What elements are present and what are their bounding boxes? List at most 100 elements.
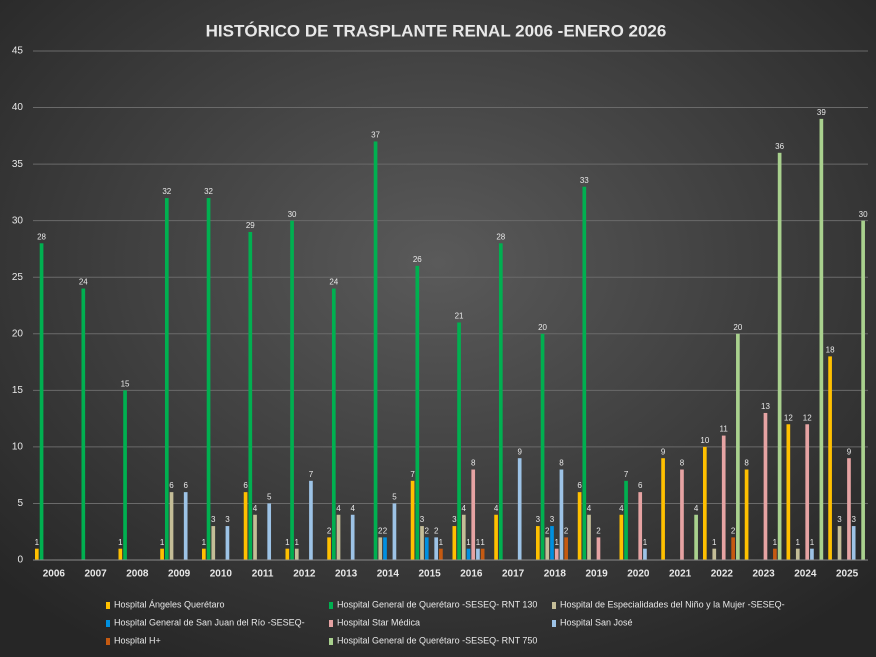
y-tick-label: 15: [12, 385, 24, 396]
legend-swatch: [106, 620, 110, 627]
legend-label: Hospital H+: [114, 635, 161, 645]
value-label: 9: [847, 447, 852, 456]
x-tick-label: 2024: [794, 569, 817, 580]
value-label: 1: [295, 538, 300, 547]
value-label: 1: [160, 538, 165, 547]
value-label: 2: [383, 526, 388, 535]
value-label: 24: [79, 278, 88, 287]
bar: [39, 243, 44, 561]
value-label: 3: [225, 515, 230, 524]
value-label: 2: [596, 526, 601, 535]
bar: [828, 356, 832, 560]
x-tick-label: 2015: [419, 569, 442, 580]
value-label: 32: [162, 187, 171, 196]
x-tick-label: 2007: [85, 569, 108, 580]
value-label: 2: [327, 526, 332, 535]
x-tick-label: 2017: [502, 569, 525, 580]
value-label: 1: [773, 538, 778, 547]
value-label: 2: [425, 526, 430, 535]
value-label: 9: [517, 447, 522, 456]
bar: [619, 514, 624, 560]
bar: [736, 333, 740, 560]
bar: [202, 548, 206, 560]
bar: [554, 548, 559, 560]
legend-swatch: [329, 620, 333, 627]
value-label: 7: [410, 470, 415, 479]
bar: [494, 514, 498, 560]
value-label: 1: [810, 538, 815, 547]
value-label: 4: [462, 504, 467, 513]
value-label: 20: [538, 323, 547, 332]
x-tick-label: 2020: [627, 569, 650, 580]
value-label: 8: [471, 459, 476, 468]
x-tick-label: 2008: [126, 569, 149, 580]
value-label: 4: [350, 504, 355, 513]
x-tick-label: 2009: [168, 569, 191, 580]
bar: [777, 152, 782, 561]
bar: [786, 424, 791, 560]
bar: [267, 503, 272, 560]
bar: [285, 548, 290, 560]
value-label: 29: [246, 221, 255, 230]
bar: [35, 548, 39, 560]
bar: [540, 333, 545, 560]
value-label: 8: [744, 459, 749, 468]
bar: [383, 537, 387, 560]
value-label: 1: [35, 538, 40, 547]
bar: [773, 548, 777, 560]
value-label: 1: [480, 538, 485, 547]
value-label: 1: [476, 538, 481, 547]
value-label: 8: [680, 459, 685, 468]
bar: [373, 141, 378, 560]
bar: [434, 537, 439, 560]
value-label: 20: [733, 323, 742, 332]
bar: [847, 458, 851, 560]
value-label: 33: [580, 176, 589, 185]
x-tick-label: 2012: [293, 569, 316, 580]
x-tick-label: 2023: [753, 569, 776, 580]
value-label: 1: [643, 538, 648, 547]
value-label: 4: [336, 504, 341, 513]
value-label: 13: [761, 402, 770, 411]
x-tick-label: 2011: [252, 569, 274, 580]
bar: [253, 514, 257, 560]
bar: [638, 492, 643, 560]
legend-label: Hospital Ángeles Querétaro: [114, 599, 225, 609]
bar: [123, 390, 127, 560]
bar: [392, 503, 397, 560]
value-label: 24: [329, 278, 338, 287]
value-label: 6: [169, 481, 174, 490]
value-label: 3: [452, 515, 457, 524]
bar: [327, 537, 331, 560]
value-label: 15: [121, 379, 130, 388]
bar: [81, 288, 86, 560]
value-label: 1: [439, 538, 444, 547]
value-label: 6: [577, 481, 582, 490]
value-label: 9: [661, 447, 666, 456]
bar: [805, 424, 810, 560]
value-label: 36: [775, 142, 784, 151]
legend-label: Hospital San José: [560, 617, 633, 627]
x-tick-label: 2013: [335, 569, 358, 580]
value-label: 1: [554, 538, 559, 547]
bar: [410, 480, 415, 560]
bar: [763, 412, 768, 560]
bar: [577, 492, 582, 560]
bar: [536, 526, 540, 560]
bar: [550, 526, 554, 560]
value-label: 3: [536, 515, 541, 524]
bar: [559, 469, 564, 560]
bar: [517, 458, 522, 560]
legend-label: Hospital Star Médica: [337, 617, 420, 627]
x-tick-label: 2006: [43, 569, 66, 580]
value-label: 6: [183, 481, 188, 490]
bar: [596, 537, 601, 560]
bar: [480, 548, 485, 560]
value-label: 3: [851, 515, 856, 524]
value-label: 4: [587, 504, 592, 513]
legend-swatch: [106, 638, 110, 645]
legend-swatch: [329, 638, 333, 645]
value-label: 2: [378, 526, 383, 535]
